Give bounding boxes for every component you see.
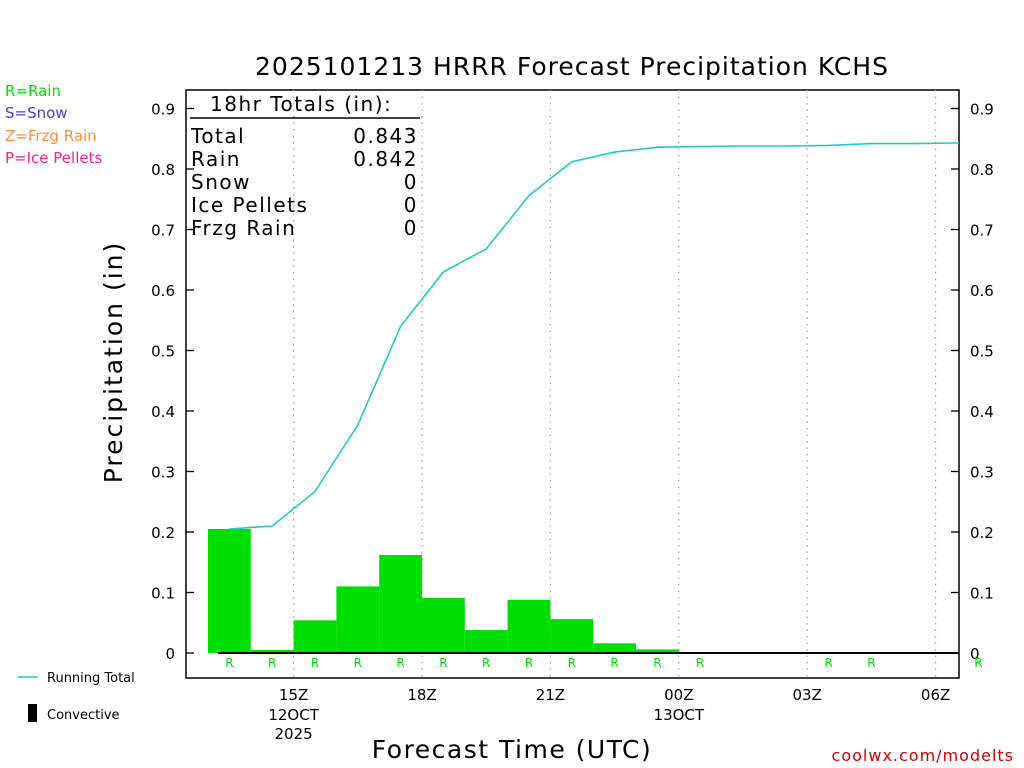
y-tick-label-left-7: 0.7 <box>151 222 175 240</box>
x-axis-label: Forecast Time (UTC) <box>372 735 652 764</box>
precip-bar-3 <box>336 586 380 653</box>
precip-bar-5 <box>422 597 465 653</box>
ptype-marker-5: R <box>439 656 447 670</box>
y-axis-label: Precipitation (in) <box>99 241 128 484</box>
plot-frame <box>185 89 960 679</box>
x-tick-label-1: 18Z <box>407 686 436 704</box>
ptype-marker-6: R <box>482 656 490 670</box>
precip-bar-0 <box>208 528 251 653</box>
precip-bar-7 <box>507 599 551 653</box>
legend-ice-pellets: P=Ice Pellets <box>5 149 102 167</box>
y-tick-label-right-5: 0.5 <box>970 343 994 361</box>
ptype-marker-9: R <box>610 656 618 670</box>
y-tick-label-left-2: 0.2 <box>151 524 175 542</box>
hourly-precip-bars <box>208 528 893 653</box>
x-tick-label-3: 00Z <box>664 686 693 704</box>
y-tick-label-right-8: 0.8 <box>970 161 994 179</box>
x-tick-label-4: 03Z <box>793 686 822 704</box>
y-tick-label-right-0: 0 <box>970 645 980 663</box>
ptype-marker-12: R <box>824 656 832 670</box>
ptype-marker-11: R <box>696 656 704 670</box>
y-tick-label-right-3: 0.3 <box>970 464 994 482</box>
ptype-marker-14: R <box>974 656 982 670</box>
x-tick-date-0: 12OCT <box>268 706 319 724</box>
ptype-marker-0: R <box>225 656 233 670</box>
y-tick-label-right-7: 0.7 <box>970 222 994 240</box>
series-legend: Running Total Convective <box>18 671 135 723</box>
totals-label-ice-pellets: Ice Pellets <box>191 193 308 217</box>
precip-type-legend: R=Rain S=Snow Z=Frzg Rain P=Ice Pellets <box>5 82 102 167</box>
x-tick-year-0: 2025 <box>275 725 313 743</box>
totals-value-ice-pellets: 0 <box>404 193 418 217</box>
running-total-polyline <box>229 142 959 530</box>
ptype-marker-1: R <box>268 656 276 670</box>
watermark-text: coolwx.com/modelts <box>832 746 1014 765</box>
legend-snow: S=Snow <box>5 104 68 122</box>
precip-bar-9 <box>593 643 636 653</box>
y-tick-label-left-5: 0.5 <box>151 343 175 361</box>
y-tick-label-left-3: 0.3 <box>151 464 175 482</box>
totals-box: 18hr Totals (in): Total 0.843 Rain 0.842… <box>190 92 420 240</box>
x-tick-label-2: 21Z <box>536 686 565 704</box>
chart-title: 2025101213 HRRR Forecast Precipitation K… <box>255 52 889 81</box>
ptype-marker-3: R <box>354 656 362 670</box>
totals-label-snow: Snow <box>191 170 251 194</box>
legend-frzg-rain: Z=Frzg Rain <box>5 127 97 145</box>
y-tick-label-right-1: 0.1 <box>970 585 994 603</box>
x-tick-date-3: 13OCT <box>654 706 705 724</box>
precip-bar-2 <box>293 620 337 653</box>
y-tick-label-left-9: 0.9 <box>151 101 175 119</box>
precip-bar-8 <box>550 619 594 653</box>
precip-bar-1 <box>250 649 294 653</box>
legend-running-total: Running Total <box>47 671 135 686</box>
y-tick-label-right-4: 0.4 <box>970 403 994 421</box>
totals-value-frzg-rain: 0 <box>404 216 418 240</box>
precip-bar-10 <box>636 649 679 653</box>
ptype-marker-7: R <box>525 656 533 670</box>
running-total-line <box>229 142 959 530</box>
y-tick-label-left-8: 0.8 <box>151 161 175 179</box>
y-tick-label-left-1: 0.1 <box>151 585 175 603</box>
x-tick-label-5: 06Z <box>921 686 950 704</box>
y-tick-label-right-2: 0.2 <box>970 524 994 542</box>
legend-convective: Convective <box>47 708 120 723</box>
y-tick-label-right-6: 0.6 <box>970 282 994 300</box>
totals-label-rain: Rain <box>191 147 241 171</box>
totals-value-rain: 0.842 <box>353 147 418 171</box>
legend-rain: R=Rain <box>5 82 61 100</box>
precip-bar-6 <box>464 630 508 653</box>
totals-value-snow: 0 <box>404 170 418 194</box>
ptype-marker-10: R <box>653 656 661 670</box>
totals-header: 18hr Totals (in): <box>210 92 392 116</box>
y-tick-label-right-9: 0.9 <box>970 101 994 119</box>
totals-label-total: Total <box>190 124 245 148</box>
ptype-marker-13: R <box>867 656 875 670</box>
vertical-gridlines <box>293 90 937 678</box>
y-tick-label-left-0: 0 <box>165 645 175 663</box>
ptype-marker-8: R <box>568 656 576 670</box>
ptype-marker-2: R <box>311 656 319 670</box>
legend-convective-swatch <box>28 704 37 722</box>
totals-value-total: 0.843 <box>353 124 418 148</box>
ptype-marker-4: R <box>396 656 404 670</box>
precip-bar-4 <box>379 554 422 653</box>
x-tick-label-0: 15Z <box>279 686 308 704</box>
y-tick-label-left-6: 0.6 <box>151 282 175 300</box>
totals-label-frzg-rain: Frzg Rain <box>191 216 296 240</box>
y-axes: 0 00.1 0.10.2 0.20.3 0.30.4 0.40.5 0.50.6 0.60.… <box>151 101 994 664</box>
y-tick-label-left-4: 0.4 <box>151 403 175 421</box>
